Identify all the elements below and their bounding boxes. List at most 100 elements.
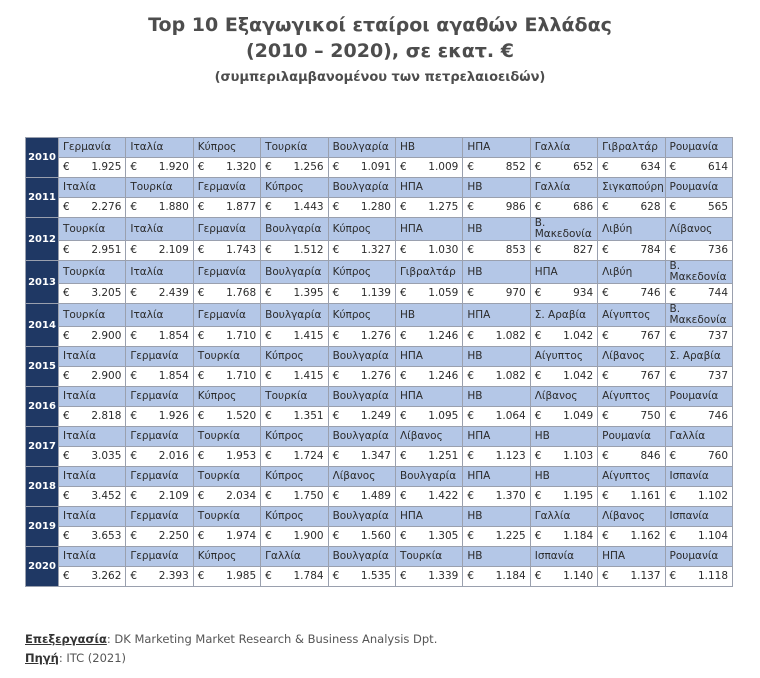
value-cell: €1.030 [394,240,464,261]
currency-symbol: € [332,570,340,582]
country-cell: Βουλγαρία [394,466,464,487]
country-cell: Ιταλία [125,303,194,327]
value-cell: €750 [597,406,666,427]
country-cell: ΗΒ [462,346,531,367]
value-number: 2.900 [91,370,122,382]
country-cell: Κύπρος [260,346,329,367]
country-cell: Λίβανος [327,466,396,487]
currency-symbol: € [63,450,70,462]
currency-symbol: € [130,530,138,542]
value-number: 1.768 [226,287,257,299]
value-cell: €2.276 [57,197,127,218]
value-cell: €736 [664,240,734,261]
country-cell: ΗΒ [529,426,599,447]
value-number: 746 [640,287,661,299]
country-cell: Γερμανία [125,506,194,527]
country-cell: Τουρκία [192,426,262,447]
country-row: 2013 Τουρκία Ιταλία Γερμανία Βουλγαρία Κύπρος… [25,260,734,304]
country-row: 2019 Ιταλία Γερμανία Τουρκία Κύπρος Βουλγαρία… [25,506,734,547]
value-number: 1.320 [226,161,257,173]
value-number: 1.123 [495,450,526,462]
value-number: 1.049 [563,410,594,422]
currency-symbol: € [63,287,70,299]
value-number: 736 [707,244,728,256]
country-cell: Βουλγαρία [327,137,396,158]
currency-symbol: € [332,450,340,462]
currency-symbol: € [197,570,205,582]
currency-symbol: € [602,330,609,342]
country-cell: Ιταλία [57,466,127,487]
value-number: 2.109 [158,244,189,256]
value-number: 1.305 [428,530,459,542]
currency-symbol: € [332,490,340,502]
value-cell: €1.351 [260,406,329,427]
currency-symbol: € [63,244,70,256]
country-cell: Βουλγαρία [327,506,396,527]
value-cell: €1.042 [529,326,599,347]
value-cell: €1.042 [529,366,599,387]
country-cell: Λίβανος [597,506,666,527]
value-cell: €1.415 [260,326,329,347]
value-cell: €1.184 [529,526,599,547]
country-cell: Γερμανία [57,137,127,158]
value-cell: €1.489 [327,486,396,507]
value-number: 1.520 [226,410,257,422]
year-label: 2013 [25,260,59,304]
year-label: 2011 [25,177,59,218]
value-cell: €1.246 [394,326,464,347]
currency-symbol: € [197,530,205,542]
value-cell: €1.123 [462,446,531,467]
value-cell: €1.118 [664,566,734,587]
currency-symbol: € [467,490,475,502]
country-cell: Γερμανία [192,177,262,198]
currency-symbol: € [265,330,272,342]
value-cell: €628 [597,197,666,218]
value-number: 1.162 [630,530,661,542]
currency-symbol: € [332,201,340,213]
processing-text: DK Marketing Market Research & Business … [114,632,438,646]
value-cell: €1.395 [260,283,329,304]
currency-symbol: € [467,570,475,582]
value-number: 1.102 [697,490,728,502]
country-cell: Βουλγαρία [327,386,396,407]
country-cell: Ιταλία [125,260,194,284]
currency-symbol: € [332,161,340,173]
value-number: 1.161 [630,490,661,502]
value-number: 737 [707,330,728,342]
value-cell: €565 [664,197,734,218]
value-cell: €1.743 [192,240,262,261]
value-number: 634 [640,161,661,173]
value-cell: €1.049 [529,406,599,427]
currency-symbol: € [669,370,677,382]
country-cell: Αίγυπτος [597,466,666,487]
value-number: 1.900 [293,530,324,542]
country-cell: Γαλλία [260,546,329,567]
country-cell: ΗΒ [462,177,531,198]
value-number: 1.351 [293,410,324,422]
currency-symbol: € [602,287,609,299]
value-number: 2.250 [158,530,189,542]
value-cell: €1.009 [394,157,464,178]
value-number: 1.009 [428,161,459,173]
value-cell: €846 [597,446,666,467]
value-cell: €634 [597,157,666,178]
currency-symbol: € [197,370,205,382]
currency-symbol: € [669,244,677,256]
country-cell: Ρουμανία [664,177,734,198]
value-number: 1.276 [360,370,391,382]
country-cell: Ιταλία [57,386,127,407]
country-cell: Σ. Αραβία [664,346,734,367]
country-cell: Ιταλία [57,346,127,367]
currency-symbol: € [332,530,340,542]
value-number: 1.042 [563,330,594,342]
value-number: 737 [707,370,728,382]
value-number: 1.140 [563,570,594,582]
currency-symbol: € [63,330,70,342]
value-number: 1.535 [360,570,391,582]
value-number: 1.854 [158,330,189,342]
value-number: 1.985 [226,570,257,582]
currency-symbol: € [130,244,138,256]
country-cell: ΗΒ [394,303,464,327]
value-cell: €746 [597,283,666,304]
country-cell: Γερμανία [125,346,194,367]
